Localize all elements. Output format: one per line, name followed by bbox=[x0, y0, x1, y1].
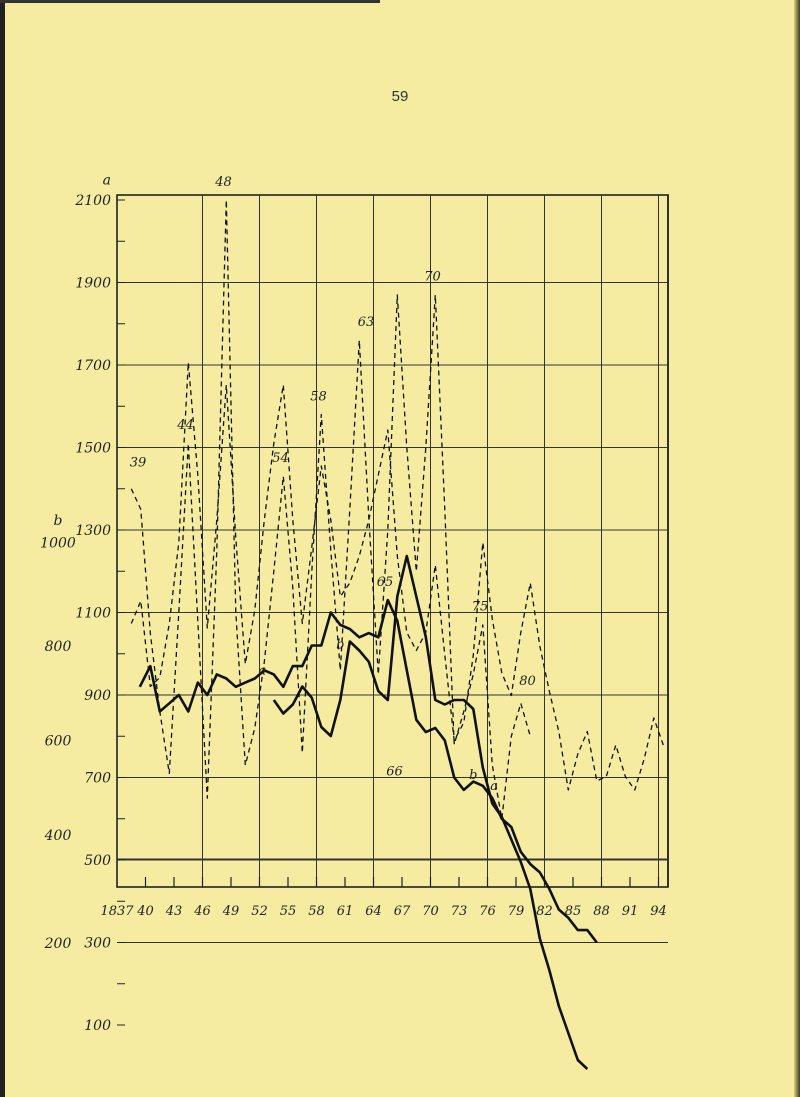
x-tick-label: 58 bbox=[308, 904, 325, 919]
peak-label: 75 bbox=[472, 600, 489, 615]
y-label-b: 400 bbox=[44, 828, 72, 844]
x-tick-label: 46 bbox=[193, 904, 211, 919]
page-number: 59 bbox=[391, 88, 409, 105]
x-tick-label: 43 bbox=[165, 904, 183, 919]
y-label-b: 600 bbox=[45, 734, 72, 750]
peak-label: 54 bbox=[272, 451, 289, 466]
x-tick-label: 76 bbox=[479, 904, 496, 919]
y-label-a: 1900 bbox=[75, 276, 111, 292]
y-label-a: 100 bbox=[84, 1018, 111, 1034]
y-label-a: 900 bbox=[84, 688, 111, 704]
y-label-a: 500 bbox=[84, 853, 111, 869]
series-group bbox=[130, 199, 664, 1070]
peak-label: 39 bbox=[130, 455, 147, 470]
y-label-a: 2100 bbox=[74, 193, 111, 209]
peak-label: 65 bbox=[377, 575, 394, 590]
page-top-edge bbox=[0, 0, 380, 3]
curve-label-b: b bbox=[469, 768, 477, 783]
page-right-edge bbox=[794, 0, 800, 1097]
x-tick-label: 94 bbox=[650, 904, 667, 919]
y-label-a: 1500 bbox=[75, 441, 111, 457]
y-label-a: 1700 bbox=[75, 358, 111, 374]
y-label-a: 700 bbox=[84, 771, 111, 787]
x-tick-label: 49 bbox=[222, 904, 240, 919]
peak-label: 48 bbox=[214, 175, 232, 190]
grid bbox=[116, 194, 669, 943]
page-left-edge bbox=[0, 0, 5, 1097]
peak-label: 58 bbox=[310, 389, 327, 404]
x-axis-ticks bbox=[117, 199, 660, 1026]
labels-group: 1837 40 43 46 49 52 55 58 61 64 67 70 73 76 79 82 85 88 91… bbox=[40, 172, 667, 1034]
peak-label: 70 bbox=[424, 270, 441, 285]
x-tick-label: 61 bbox=[337, 904, 354, 919]
y-label-b: 1000 bbox=[40, 536, 76, 552]
series-line-b-dash bbox=[130, 361, 664, 791]
series-line-a-dash bbox=[130, 199, 531, 820]
peak-label: 44 bbox=[176, 418, 194, 433]
series-line-b bbox=[272, 554, 589, 1070]
y-label-b: b bbox=[54, 513, 63, 529]
peak-label: 66 bbox=[386, 765, 403, 780]
x-tick-label: 1837 bbox=[100, 904, 134, 919]
y-label-b: 800 bbox=[45, 639, 72, 655]
x-tick-label: 67 bbox=[394, 904, 411, 919]
x-tick-label: 52 bbox=[251, 904, 268, 919]
x-tick-label: 55 bbox=[280, 904, 297, 919]
chart-frame bbox=[116, 194, 669, 888]
y-label-a: 1300 bbox=[75, 523, 111, 539]
curve-label-a: a bbox=[490, 779, 498, 794]
x-tick-label: 85 bbox=[565, 904, 582, 919]
x-tick-label: 88 bbox=[593, 904, 610, 919]
x-tick-label: 79 bbox=[508, 904, 525, 919]
series-line-a bbox=[138, 598, 598, 944]
curve-label-b: b bbox=[336, 637, 344, 652]
curve-label-a: a bbox=[258, 663, 266, 678]
y-label-a: 300 bbox=[84, 936, 111, 952]
y-label-a: 1100 bbox=[75, 606, 111, 622]
x-tick-label: 70 bbox=[422, 904, 439, 919]
x-tick-label: 64 bbox=[365, 904, 382, 919]
x-tick-label: 40 bbox=[136, 904, 154, 919]
peak-label: 80 bbox=[519, 674, 536, 689]
peak-label: 63 bbox=[358, 315, 375, 330]
x-tick-label: 82 bbox=[536, 904, 553, 919]
x-tick-label: 73 bbox=[451, 904, 468, 919]
y-label-a: a bbox=[103, 172, 111, 188]
x-tick-label: 91 bbox=[622, 904, 639, 919]
y-label-b: 200 bbox=[44, 936, 72, 952]
